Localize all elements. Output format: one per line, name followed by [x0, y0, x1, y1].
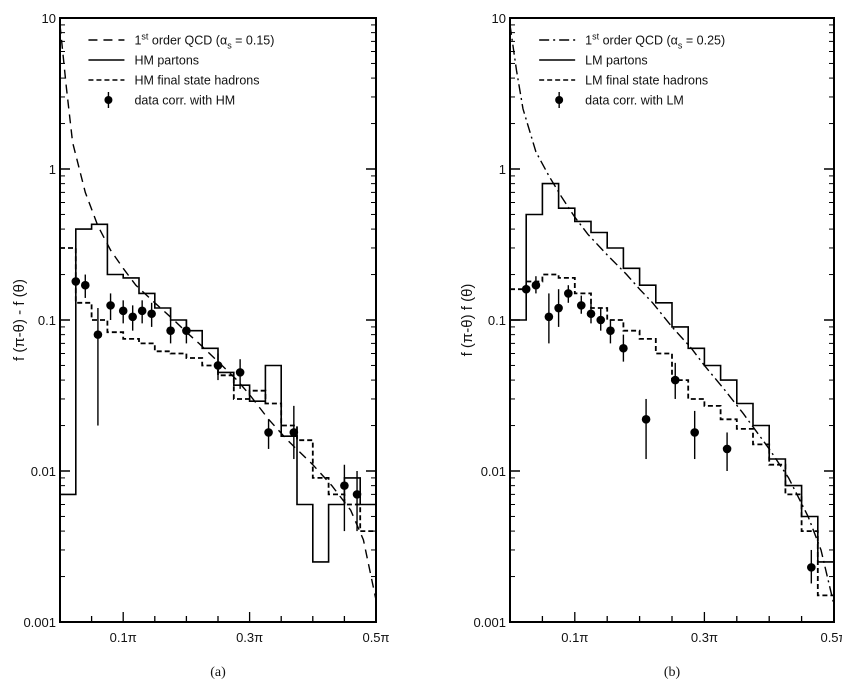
data-point — [564, 289, 573, 298]
data-point — [722, 444, 732, 454]
data-point — [586, 309, 596, 319]
data-point — [807, 563, 816, 572]
legend-label: LM final state hadrons — [585, 74, 708, 88]
legend-marker — [104, 96, 113, 104]
hadrons-histogram — [60, 247, 376, 532]
legend-label-part: order QCD (α — [148, 34, 227, 48]
partons-histogram — [60, 223, 376, 563]
data-point — [690, 428, 699, 437]
x-tick-label: 0.1π — [561, 630, 588, 645]
legend-label-part: = 0.25) — [682, 34, 725, 48]
data-point — [93, 330, 103, 339]
data-point — [264, 428, 273, 437]
legend-label-part: order QCD (α — [599, 34, 678, 48]
legend-b: 1st order QCD (αs = 0.25) LM partons LM fi… — [539, 32, 725, 108]
data-point — [106, 301, 115, 310]
y-tick-label: 0.1 — [38, 313, 56, 328]
legend-a: 1st order QCD (αs = 0.15) HM partons HM fi… — [88, 32, 274, 108]
y-tick-label: 0.01 — [31, 464, 56, 479]
legend-label-part: s — [678, 41, 683, 51]
data-point — [213, 361, 223, 370]
x-tick-label: 0.5π — [362, 630, 389, 645]
y-tick-labels-b: 0.001 0.01 0.1 1 10 — [473, 11, 834, 630]
data-point — [670, 375, 680, 385]
data-point — [596, 315, 606, 325]
legend-label-part: 1 — [585, 34, 592, 48]
data-point — [619, 343, 628, 353]
x-tick-labels-a: 0.1π 0.3π 0.5π — [90, 612, 390, 645]
data-point — [531, 280, 541, 290]
partons-histogram — [510, 182, 834, 563]
series-b — [509, 24, 835, 605]
y-tick-label: 1 — [499, 162, 506, 177]
y-tick-label: 0.001 — [23, 615, 56, 630]
legend-label-part: st — [141, 32, 149, 42]
legend-label-part: st — [592, 32, 600, 42]
y-tick-label: 0.01 — [481, 464, 506, 479]
legend-label: 1st order QCD (αs = 0.15) — [134, 32, 274, 51]
y-tick-label: 1 — [49, 162, 56, 177]
x-tick-label: 0.3π — [691, 630, 718, 645]
data-point — [235, 368, 245, 377]
data-point — [182, 326, 191, 335]
legend-label-part: 1 — [134, 34, 141, 48]
data-point — [137, 306, 147, 316]
data-point — [521, 284, 531, 294]
data-point — [352, 490, 362, 499]
data-point — [71, 277, 81, 286]
legend-label: LM partons — [585, 54, 648, 68]
x-tick-label: 0.1π — [110, 630, 137, 645]
y-tick-label: 0.001 — [473, 615, 506, 630]
y-tick-label: 10 — [42, 11, 56, 26]
legend-label: 1st order QCD (αs = 0.25) — [585, 32, 725, 51]
data-point — [606, 326, 615, 335]
hadrons-histogram — [510, 273, 834, 597]
x-tick-labels-b: 0.1π 0.3π 0.5π — [541, 612, 842, 645]
x-tick-label: 0.5π — [820, 630, 842, 645]
y-tick-label: 10 — [492, 11, 506, 26]
legend-label: HM final state hadrons — [134, 74, 259, 88]
data-point — [340, 481, 349, 490]
legend-label-part: = 0.15) — [232, 34, 275, 48]
y-axis-label-b: f (π-θ) f (θ) — [459, 284, 476, 357]
legend-label: HM partons — [134, 54, 199, 68]
legend-label-part: s — [227, 41, 232, 51]
data-point — [128, 312, 137, 322]
data-point — [554, 303, 563, 313]
y-tick-label: 0.1 — [488, 313, 506, 328]
legend-marker — [555, 96, 564, 104]
data-point — [544, 312, 554, 322]
legend-label: data corr. with HM — [134, 94, 235, 108]
panel-label-a: (a) — [210, 665, 226, 680]
panel-a: 0.001 0.01 0.1 1 10 0.1π 0.3π 0.5π f (π-θ) - f… — [11, 11, 390, 680]
data-point — [166, 326, 175, 335]
x-tick-label: 0.3π — [236, 630, 263, 645]
panel-label-b: (b) — [664, 665, 681, 680]
qcd-curve — [509, 24, 835, 605]
data-point — [118, 306, 128, 316]
series-a — [59, 24, 377, 601]
panel-b: 0.001 0.01 0.1 1 10 0.1π 0.3π 0.5π f (π-θ) f (… — [459, 11, 842, 680]
y-axis-label-a: f (π-θ) - f (θ) — [11, 279, 28, 361]
legend-label: data corr. with LM — [585, 94, 684, 108]
qcd-curve — [59, 24, 377, 601]
data-point — [641, 414, 651, 424]
data-point — [576, 301, 586, 310]
data-point — [289, 428, 299, 437]
y-tick-labels-a: 0.001 0.01 0.1 1 10 — [23, 11, 376, 630]
data-point — [147, 309, 156, 319]
data-point — [80, 280, 90, 290]
